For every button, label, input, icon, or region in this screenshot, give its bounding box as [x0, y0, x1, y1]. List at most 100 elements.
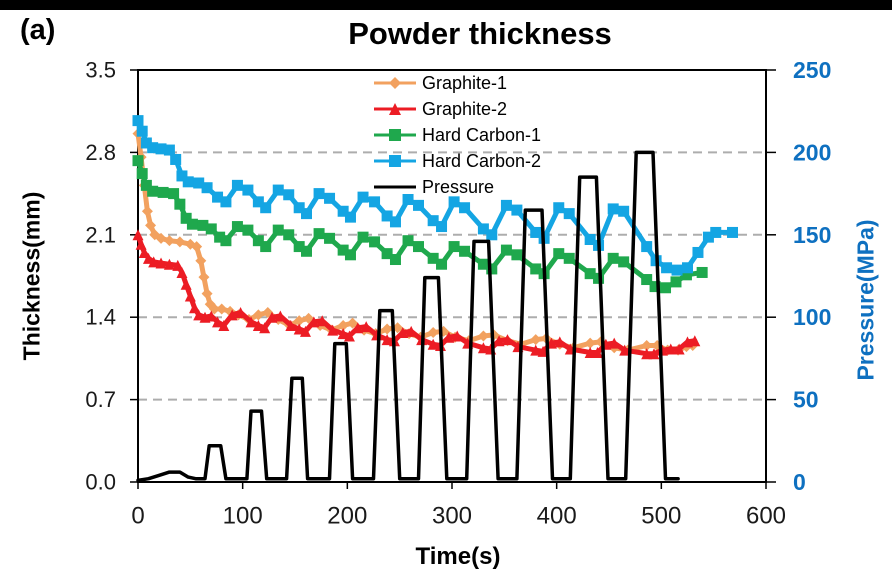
series-marker — [618, 256, 630, 268]
chart-legend: Graphite-1 Graphite-2 Hard Carbon-1 Hard Ca… — [372, 72, 541, 198]
series-marker — [369, 196, 381, 208]
series-marker — [459, 202, 471, 214]
series-marker — [252, 309, 264, 321]
legend-label: Hard Carbon-1 — [422, 124, 542, 145]
series-marker — [344, 249, 356, 261]
series-marker — [584, 337, 596, 349]
legend-label: Graphite-1 — [422, 72, 508, 93]
series-marker — [212, 316, 224, 328]
legend-square-marker-icon — [374, 155, 416, 167]
series-marker — [477, 258, 489, 270]
y-left-tick-label: 1.4 — [85, 305, 116, 330]
series-marker — [427, 327, 439, 339]
series-marker — [563, 208, 575, 220]
series-marker — [220, 196, 232, 208]
series-marker — [381, 323, 393, 335]
series-marker — [226, 309, 238, 321]
series-marker — [205, 223, 217, 235]
series-marker — [163, 144, 175, 156]
legend-label: Graphite-2 — [422, 98, 508, 119]
series-marker — [231, 179, 243, 191]
series-marker — [266, 311, 278, 323]
series-marker — [357, 191, 369, 203]
y-right-tick-label: 150 — [793, 222, 831, 248]
y-left-tick-label: 2.1 — [85, 222, 116, 247]
series-marker — [242, 184, 254, 196]
series-marker — [477, 223, 489, 235]
y-right-tick-label: 200 — [793, 139, 831, 165]
series-marker — [163, 258, 175, 270]
series-marker — [245, 316, 257, 328]
y-right-tick-label: 0 — [793, 469, 806, 495]
series-marker — [682, 262, 693, 274]
series-marker — [136, 168, 148, 180]
series-marker — [493, 335, 505, 347]
y-axis-left-label: Thickness(mm) — [18, 191, 45, 361]
series-marker — [436, 258, 448, 270]
series-marker — [671, 264, 683, 276]
series-marker — [381, 210, 393, 222]
series-marker — [554, 336, 566, 348]
series-marker — [511, 204, 523, 216]
series-marker — [501, 334, 513, 346]
legend-item-pressure: Pressure — [372, 176, 541, 198]
x-axis-label: Time(s) — [415, 543, 501, 570]
x-tick-label: 600 — [746, 503, 786, 530]
series-marker — [459, 245, 471, 257]
series-marker — [381, 334, 393, 346]
series-marker — [147, 142, 159, 154]
series-marker — [182, 176, 194, 188]
series-marker — [530, 334, 542, 346]
series-marker — [530, 226, 542, 238]
series-marker — [193, 177, 205, 189]
series-marker — [352, 322, 364, 334]
series-marker — [189, 302, 201, 314]
series-marker — [553, 202, 565, 214]
series-line-pressure — [136, 150, 680, 483]
series-marker — [607, 203, 619, 215]
series-marker — [132, 229, 144, 241]
series-marker — [436, 221, 448, 233]
legend-line-icon — [374, 185, 416, 189]
series-marker — [308, 316, 320, 328]
x-tick-label: 100 — [223, 503, 263, 530]
series-marker — [477, 342, 489, 354]
series-marker — [607, 252, 619, 264]
series-marker — [235, 306, 247, 318]
series-marker — [427, 215, 439, 227]
series-marker — [138, 246, 150, 258]
legend-item-hard-carbon-1: Hard Carbon-1 — [372, 124, 541, 146]
series-marker — [197, 219, 209, 231]
series-marker — [170, 153, 182, 165]
series-marker — [511, 249, 523, 261]
series-marker — [327, 324, 339, 336]
series-marker — [132, 115, 144, 127]
series-marker — [141, 205, 153, 217]
y-left-tick-label: 2.8 — [85, 140, 116, 165]
series-marker — [260, 202, 272, 214]
series-marker — [500, 199, 512, 211]
series-marker — [201, 288, 213, 300]
y-right-tick-label: 50 — [793, 387, 819, 413]
series-marker — [145, 219, 157, 231]
x-tick-label: 200 — [327, 503, 367, 530]
series-marker — [324, 192, 336, 204]
series-marker — [641, 348, 653, 360]
series-marker — [135, 238, 147, 250]
series-marker — [619, 344, 631, 356]
series-marker — [301, 245, 313, 257]
series-marker — [381, 248, 393, 260]
x-tick-label: 300 — [432, 503, 472, 530]
series-marker — [618, 205, 630, 217]
y-left-tick-label: 3.5 — [85, 58, 116, 83]
series-marker — [692, 246, 704, 258]
panel-label: (a) — [20, 14, 56, 46]
series-marker — [591, 347, 603, 359]
series-marker — [402, 193, 414, 205]
series-marker — [172, 259, 184, 271]
series-marker — [347, 317, 359, 329]
series-marker — [427, 252, 439, 264]
series-marker — [313, 188, 325, 200]
series-marker — [148, 256, 160, 268]
series-marker — [212, 191, 224, 203]
